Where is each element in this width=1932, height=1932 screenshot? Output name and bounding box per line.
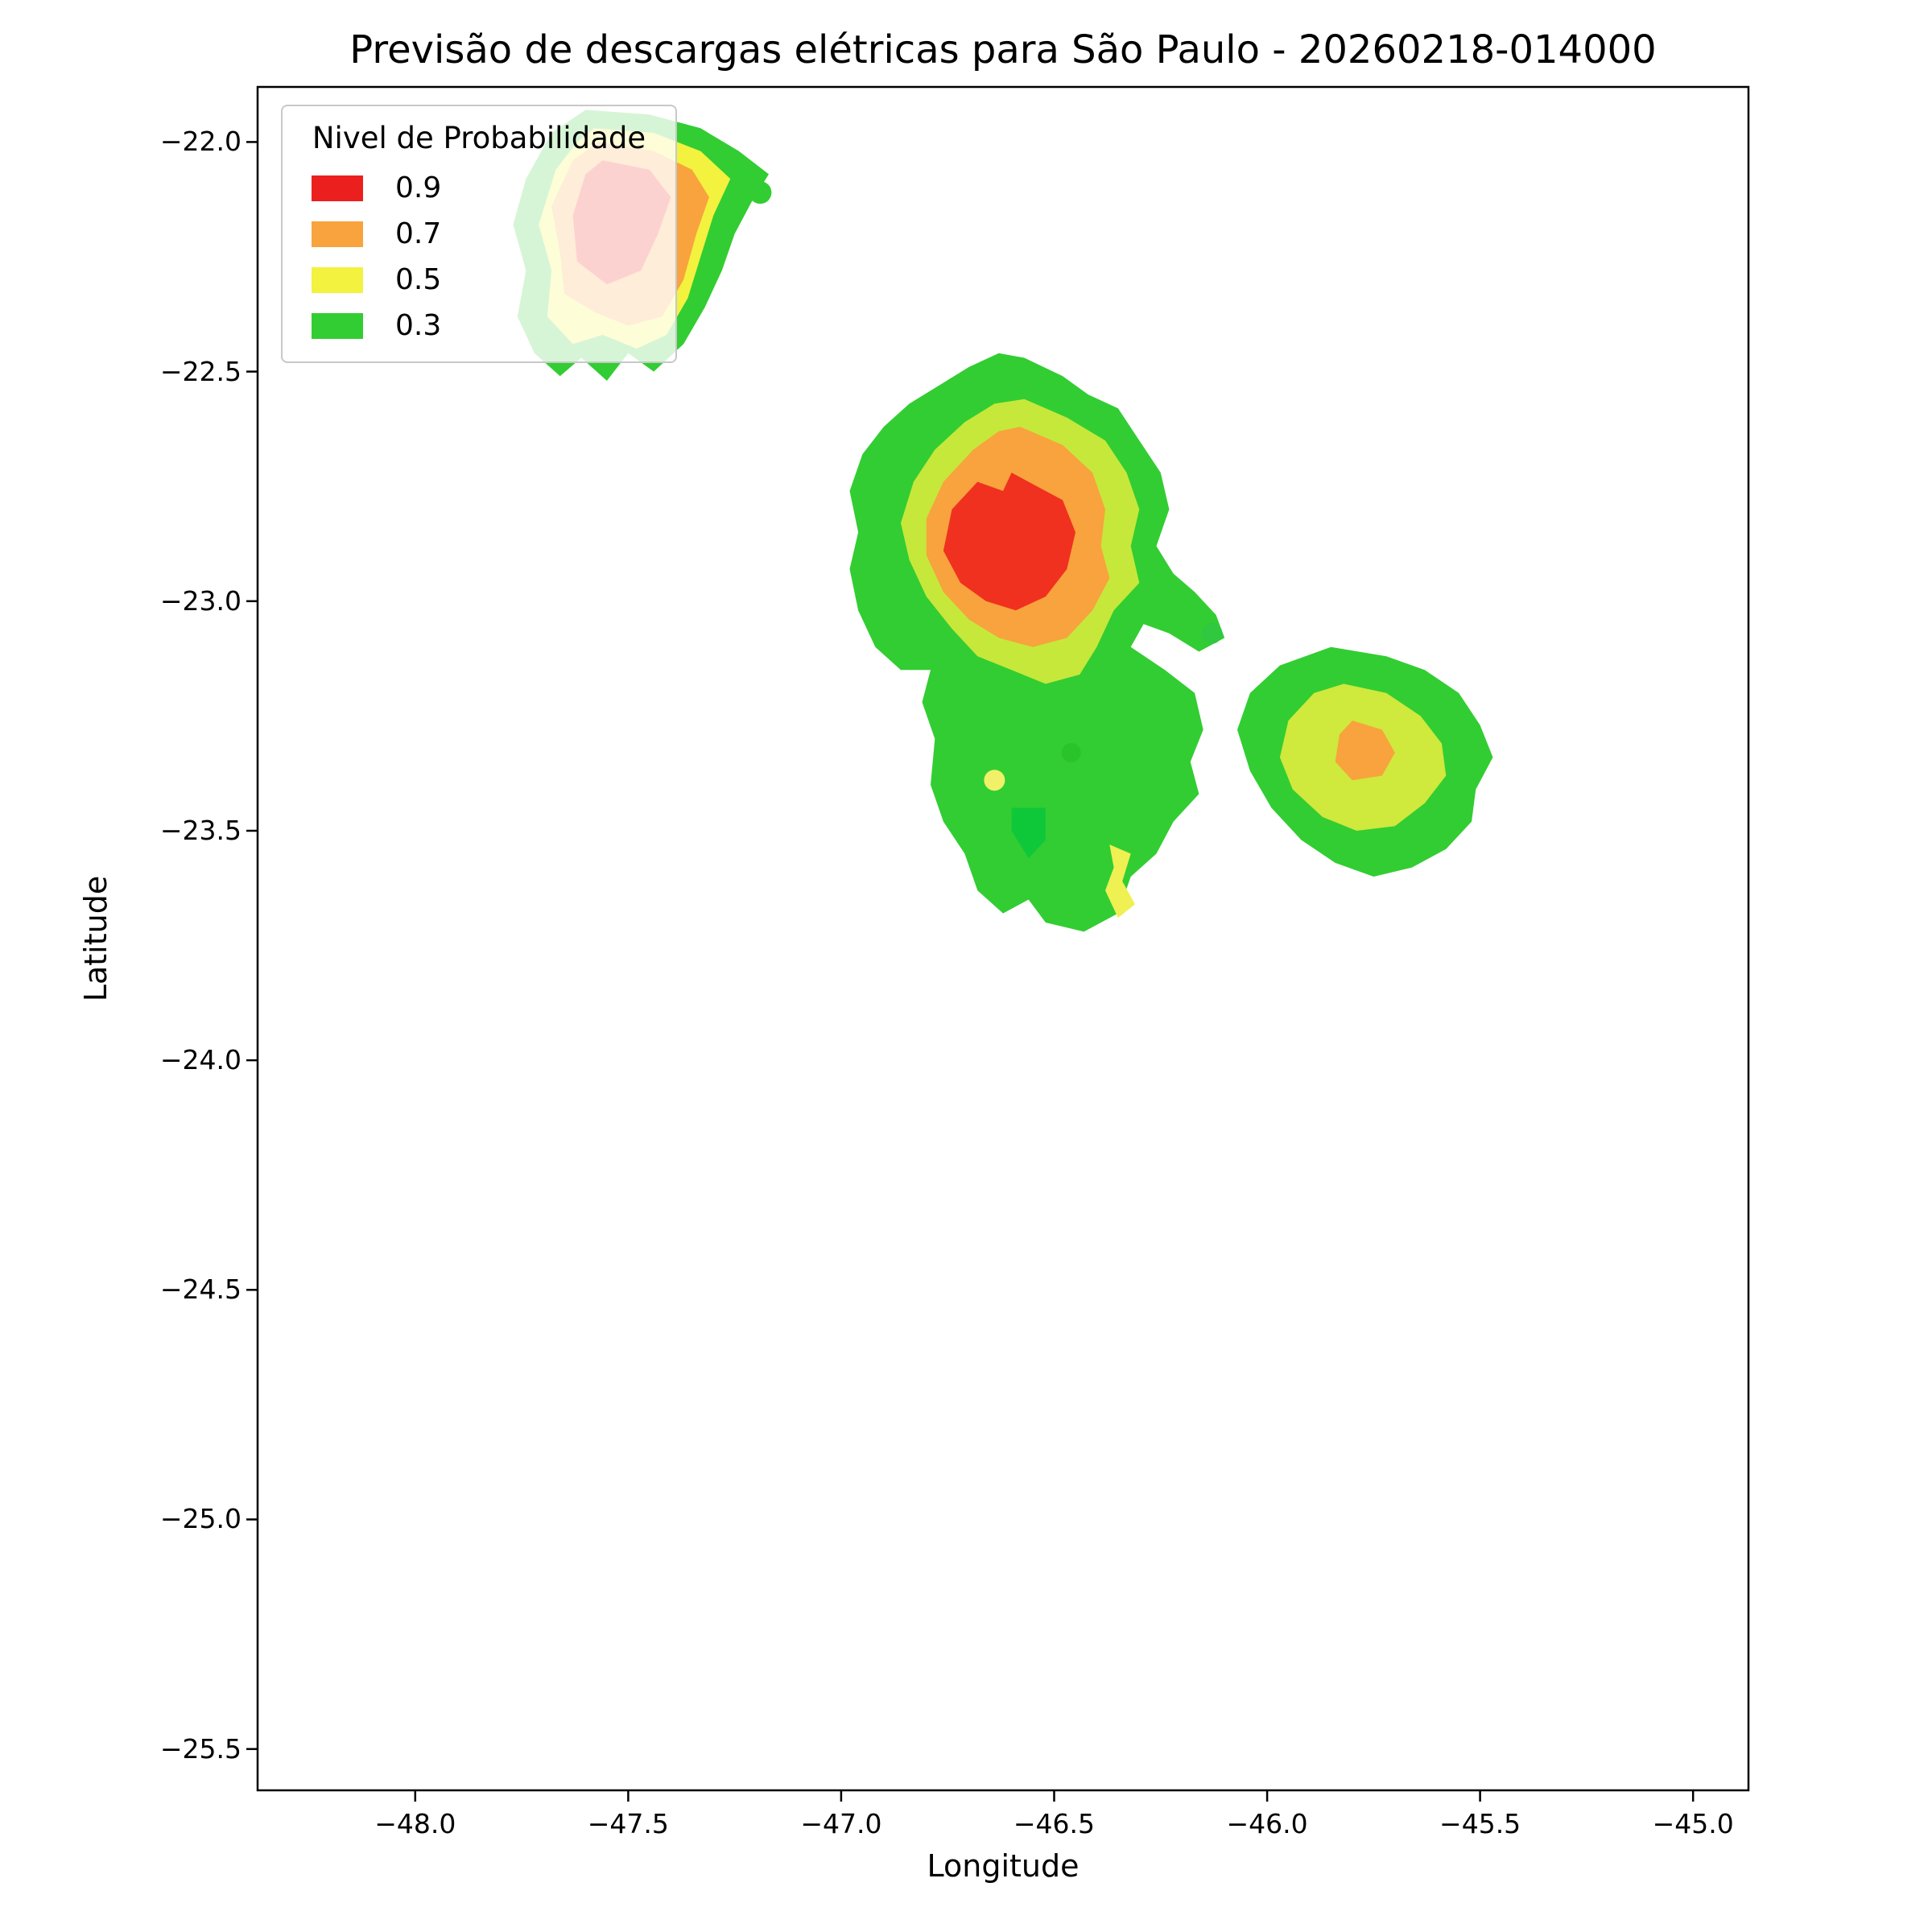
legend-swatch-yellow [312,266,363,293]
y-tick-label: −22.5 [159,355,242,387]
y-tick-label: −25.5 [159,1732,242,1765]
legend-label: 0.5 [395,263,442,296]
x-tick-label: −45.5 [1439,1808,1521,1839]
central-small-green-marker [1061,743,1081,762]
y-tick-label: −23.5 [159,814,242,846]
chart-title: Previsão de descargas elétricas para São… [349,27,1657,72]
contour-region-central-storm-cell-p90 [943,473,1075,611]
legend-entry-030: 0.3 [283,303,675,349]
central-small-yellow-marker [984,770,1005,791]
nw-small-green-marker [749,181,772,204]
y-tick-label: −23.0 [159,584,242,617]
x-tick-label: −45.0 [1652,1808,1734,1839]
contour-region-central-cell-small-yellow-patch [1105,844,1135,919]
legend-label: 0.3 [395,309,442,342]
legend-label: 0.9 [395,171,442,204]
x-tick-label: −48.0 [374,1808,456,1839]
legend-entry-050: 0.5 [283,257,675,303]
legend-swatch-red [312,175,363,201]
legend-title: Nivel de Probabilidade [312,121,646,155]
y-tick-label: −22.0 [159,126,242,158]
legend-swatch-orange [312,221,363,247]
legend-entry-070: 0.7 [283,211,675,257]
x-tick-label: −47.0 [800,1808,882,1839]
axes-spine [256,85,1750,1792]
contour-region-east-storm-cell-p70 [1335,720,1395,781]
legend: Nivel de Probabilidade 0.9 0.7 0.5 0.3 [281,105,677,363]
y-tick-label: −24.5 [159,1274,242,1306]
x-tick-label: −47.5 [587,1808,669,1839]
legend-entry-090: 0.9 [283,165,675,211]
legend-swatch-green [312,312,363,339]
x-tick-label: −46.5 [1013,1808,1096,1839]
y-tick-label: −25.0 [159,1503,242,1535]
legend-label: 0.7 [395,217,442,250]
x-tick-label: −46.0 [1226,1808,1308,1839]
x-axis-label: Longitude [927,1848,1080,1884]
arm-tip-small-green-marker [1201,622,1223,644]
contour-region-central-cell-small-green-patch [1011,807,1046,859]
y-axis-label: Latitude [78,875,114,1002]
y-tick-label: −24.0 [159,1044,242,1076]
